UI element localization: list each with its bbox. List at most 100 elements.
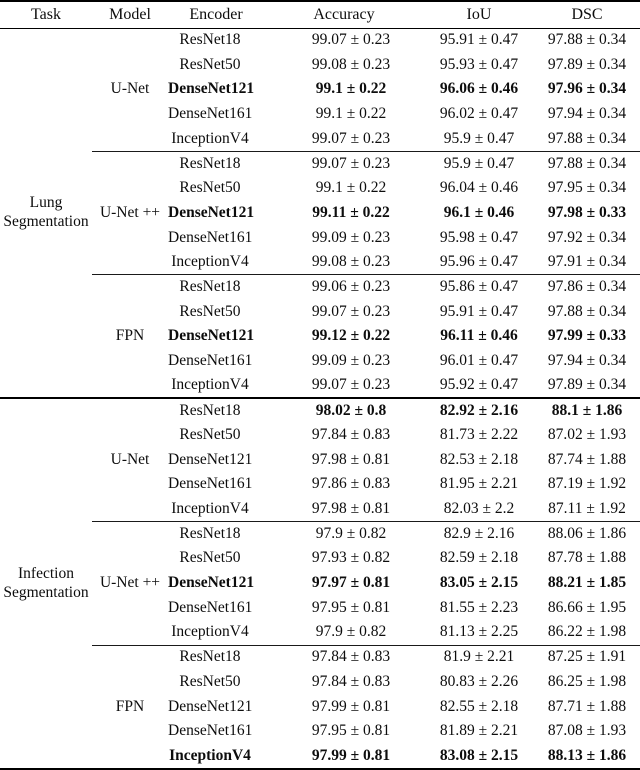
encoder-cell: DenseNet121 [168,203,255,221]
dsc-cell: 86.25 ± 1.98 [547,672,627,690]
iou-cell: 96.04 ± 0.46 [439,179,519,197]
dsc-cell: 87.19 ± 1.92 [547,475,627,493]
accuracy-cell: 99.09 ± 0.23 [311,351,391,369]
column-header-encoder: Encoder [168,1,264,29]
encoder-cell: DenseNet121 [168,327,255,345]
accuracy-cell: 99.08 ± 0.23 [264,250,424,276]
dsc-cell: 97.91 ± 0.34 [534,250,640,276]
table-row: DenseNet161 97.95 ± 0.81 81.89 ± 2.21 87.08… [0,719,640,744]
accuracy-cell: 99.06 ± 0.23 [311,278,391,296]
table-row: DenseNet161 99.09 ± 0.23 96.01 ± 0.47 97.94… [0,349,640,374]
accuracy-cell: 97.98 ± 0.81 [311,450,391,468]
dsc-cell: 87.11 ± 1.92 [534,497,640,523]
table-row: DenseNet121 97.98 ± 0.81 82.53 ± 2.18 87.74… [0,448,640,473]
table-row: InceptionV4 97.98 ± 0.81 82.03 ± 2.2 87.11 … [0,497,640,523]
dsc-cell: 97.88 ± 0.34 [547,154,627,172]
dsc-cell: 97.98 ± 0.33 [547,203,627,221]
table-header: Task Model Encoder Accuracy IoU DSC [0,1,640,29]
encoder-cell: DenseNet161 [168,475,253,493]
encoder-cell: ResNet50 [179,302,241,320]
table-row: InceptionV4 99.07 ± 0.23 95.92 ± 0.47 97.89… [0,373,640,400]
accuracy-cell: 99.07 ± 0.23 [311,31,391,49]
dsc-cell: 97.89 ± 0.34 [547,55,627,73]
column-header-iou: IoU [424,1,534,29]
encoder-cell: InceptionV4 [168,126,264,152]
encoder-cell: DenseNet121 [168,697,253,715]
dsc-cell: 97.89 ± 0.34 [534,373,640,400]
encoder-cell: ResNet18 [179,401,241,419]
encoder-cell: InceptionV4 [168,497,264,523]
accuracy-cell: 98.02 ± 0.8 [315,401,387,419]
dsc-cell: 97.92 ± 0.34 [547,228,627,246]
iou-cell: 95.9 ± 0.47 [424,126,534,152]
dsc-cell: 88.1 ± 1.86 [551,401,623,419]
table-row: InceptionV4 99.07 ± 0.23 95.9 ± 0.47 97.88 … [0,126,640,152]
accuracy-cell: 99.11 ± 0.22 [312,203,390,221]
task-cell: Infection Segmentation [3,565,89,601]
accuracy-cell: 97.84 ± 0.83 [311,426,391,444]
accuracy-cell: 97.99 ± 0.81 [311,746,391,764]
accuracy-cell: 99.12 ± 0.22 [311,327,391,345]
table-row: ResNet50 99.1 ± 0.22 96.04 ± 0.46 97.95 ± 0… [0,176,640,201]
model-cell: FPN [92,274,168,400]
iou-cell: 83.08 ± 2.15 [439,746,519,764]
column-header-model: Model [92,1,168,29]
table-row: ResNet50 97.93 ± 0.82 82.59 ± 2.18 87.78 ± … [0,546,640,571]
dsc-cell: 97.95 ± 0.34 [547,179,627,197]
encoder-cell: DenseNet121 [168,80,255,98]
encoder-cell: ResNet50 [179,549,241,567]
table-row: DenseNet121 99.1 ± 0.22 96.06 ± 0.46 97.96 … [0,77,640,102]
table-row: InceptionV4 97.99 ± 0.81 83.08 ± 2.15 88.13… [0,744,640,769]
table-row: DenseNet121 99.12 ± 0.22 96.11 ± 0.46 97.99… [0,324,640,349]
dsc-cell: 97.99 ± 0.33 [547,327,627,345]
table-row: Infection Segmentation U-Net ResNet18 98.02… [0,398,640,601]
iou-cell: 96.11 ± 0.46 [440,327,518,345]
accuracy-cell: 99.1 ± 0.22 [315,80,387,98]
dsc-cell: 97.94 ± 0.34 [547,351,627,369]
task-cell: Lung Segmentation [0,28,92,400]
dsc-cell: 97.88 ± 0.34 [534,126,640,152]
iou-cell: 82.9 ± 2.16 [443,525,515,543]
accuracy-cell: 97.95 ± 0.81 [311,598,391,616]
table-row: ResNet50 97.84 ± 0.83 81.73 ± 2.22 87.02 ± … [0,423,640,448]
encoder-cell: DenseNet121 [168,450,253,468]
iou-cell: 81.73 ± 2.22 [439,426,519,444]
iou-cell: 95.91 ± 0.47 [439,302,519,320]
iou-cell: 82.92 ± 2.16 [439,401,519,419]
table-row: U-Net ++ ResNet18 97.9 ± 0.82 82.9 ± 2.16 88… [0,521,640,646]
iou-cell: 82.03 ± 2.2 [424,497,534,523]
iou-cell: 95.92 ± 0.47 [424,373,534,400]
accuracy-cell: 99.07 ± 0.23 [311,302,391,320]
table-row: FPN ResNet18 97.84 ± 0.83 81.9 ± 2.21 87.25 … [0,645,640,714]
column-header-task: Task [0,1,92,29]
model-cell: U-Net ++ [92,151,168,276]
table-row: U-Net ++ ResNet18 99.07 ± 0.23 95.9 ± 0.47 9… [0,151,640,276]
accuracy-cell: 99.09 ± 0.23 [311,228,391,246]
encoder-cell: ResNet18 [179,648,241,666]
encoder-cell: ResNet50 [179,426,241,444]
encoder-cell: DenseNet161 [168,598,253,616]
iou-cell: 95.86 ± 0.47 [439,278,519,296]
table-row: DenseNet161 97.86 ± 0.83 81.95 ± 2.21 87.19… [0,472,640,497]
accuracy-cell: 97.93 ± 0.82 [311,549,391,567]
encoder-cell: DenseNet161 [168,722,253,740]
encoder-cell: DenseNet121 [168,574,255,592]
iou-cell: 80.83 ± 2.26 [439,672,519,690]
encoder-cell: DenseNet161 [168,351,253,369]
iou-cell: 95.9 ± 0.47 [443,154,515,172]
dsc-cell: 97.86 ± 0.34 [547,278,627,296]
iou-cell: 82.55 ± 2.18 [439,697,519,715]
dsc-cell: 87.78 ± 1.88 [547,549,627,567]
iou-cell: 96.01 ± 0.47 [439,351,519,369]
accuracy-cell: 97.95 ± 0.81 [311,722,391,740]
dsc-cell: 88.06 ± 1.86 [547,525,627,543]
encoder-cell: ResNet50 [179,179,241,197]
dsc-cell: 87.02 ± 1.93 [547,426,627,444]
table-row: DenseNet161 99.09 ± 0.23 95.98 ± 0.47 97.92… [0,226,640,251]
iou-cell: 81.13 ± 2.25 [424,620,534,646]
table-body: Lung Segmentation U-Net ResNet18 99.07 ± 0.… [0,28,640,769]
encoder-cell: InceptionV4 [168,250,264,276]
table-row: FPN ResNet18 99.06 ± 0.23 95.86 ± 0.47 97.86… [0,274,640,400]
table-row: Lung Segmentation U-Net ResNet18 99.07 ± 0.… [0,28,640,400]
